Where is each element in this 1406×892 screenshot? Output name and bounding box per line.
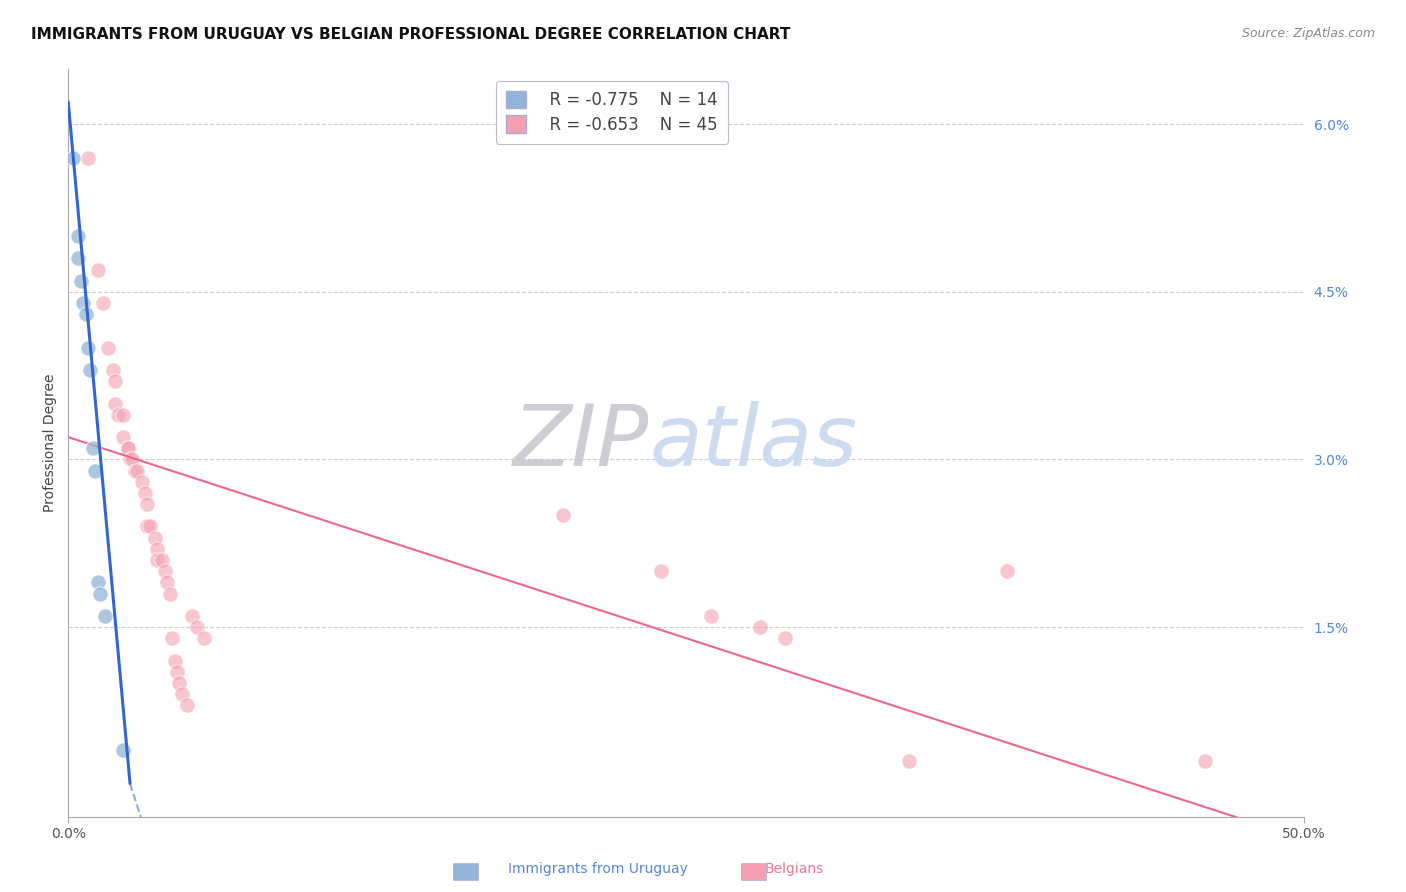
- Text: atlas: atlas: [650, 401, 858, 484]
- Y-axis label: Professional Degree: Professional Degree: [44, 374, 58, 512]
- Text: ZIP: ZIP: [513, 401, 650, 484]
- Text: Belgians: Belgians: [765, 862, 824, 876]
- Text: Source: ZipAtlas.com: Source: ZipAtlas.com: [1241, 27, 1375, 40]
- Legend:   R = -0.775    N = 14,   R = -0.653    N = 45: R = -0.775 N = 14, R = -0.653 N = 45: [496, 80, 728, 144]
- Text: Immigrants from Uruguay: Immigrants from Uruguay: [508, 862, 688, 876]
- Text: IMMIGRANTS FROM URUGUAY VS BELGIAN PROFESSIONAL DEGREE CORRELATION CHART: IMMIGRANTS FROM URUGUAY VS BELGIAN PROFE…: [31, 27, 790, 42]
